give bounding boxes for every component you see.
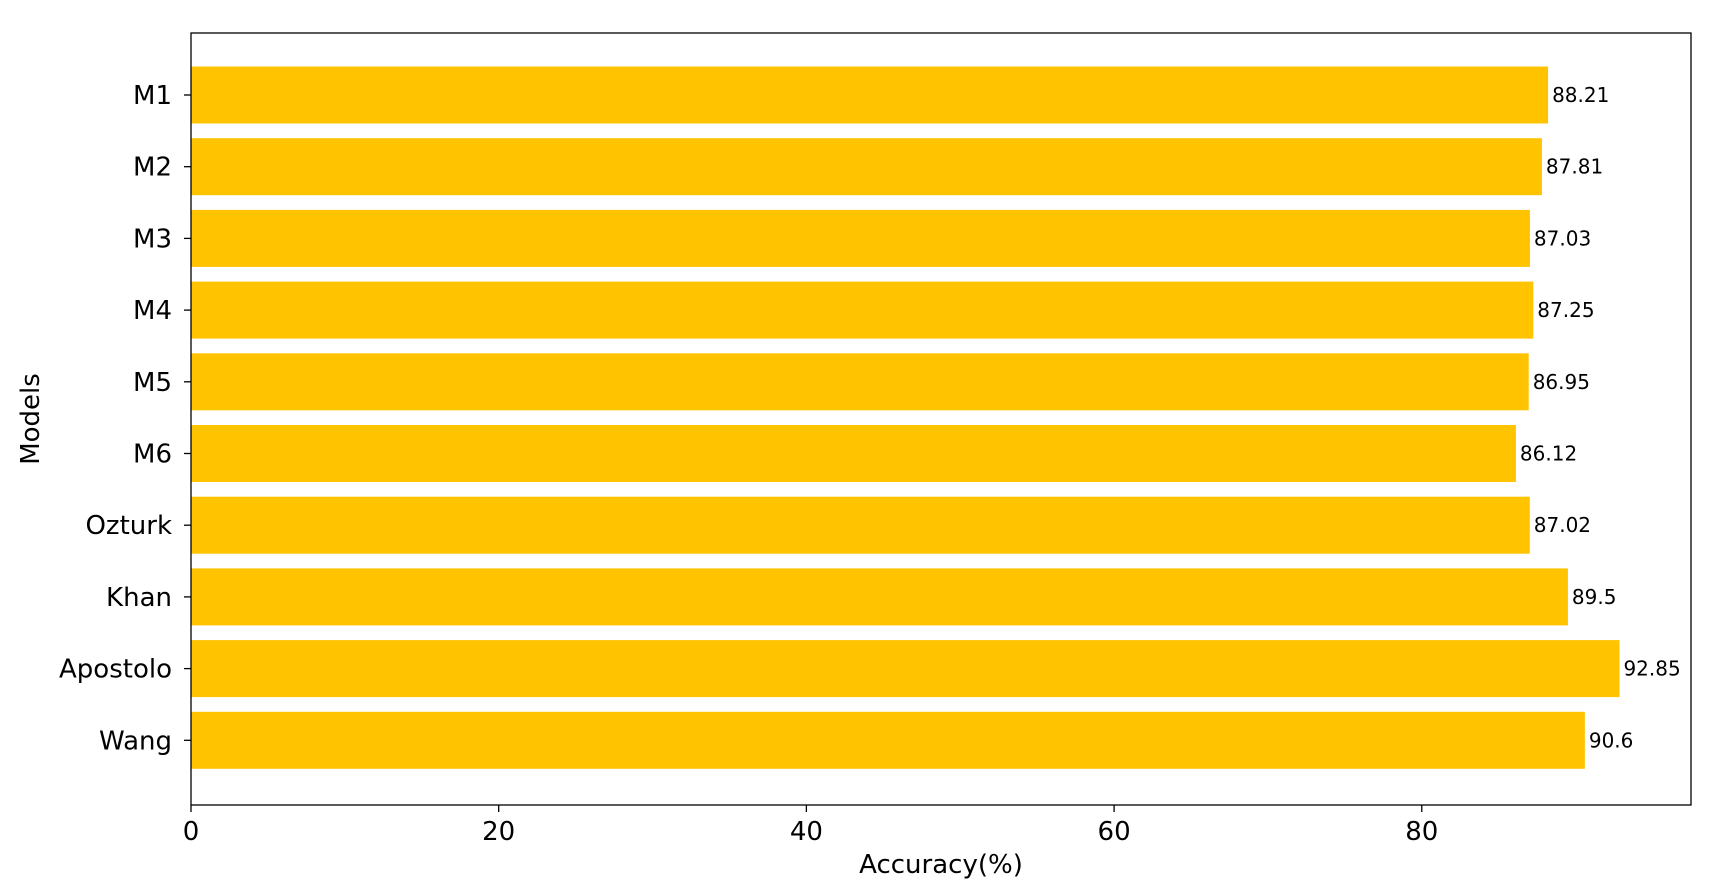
bar-m5 xyxy=(191,353,1529,411)
data-label-m6: 86.12 xyxy=(1520,442,1577,466)
bar-ozturk xyxy=(191,496,1530,554)
y-tick-label: Ozturk xyxy=(85,511,172,541)
y-tick-label: M5 xyxy=(133,368,172,398)
x-tick-label: 80 xyxy=(1405,817,1438,847)
data-label-m2: 87.81 xyxy=(1546,155,1603,179)
data-labels-layer: 88.21 87.81 87.03 87.25 86.95 86.12 87.02 89.5 9… xyxy=(1520,83,1681,752)
data-label-ozturk: 87.02 xyxy=(1534,513,1591,537)
plot-frame xyxy=(190,32,1692,806)
data-label-m3: 87.03 xyxy=(1534,226,1591,250)
bars-layer xyxy=(191,66,1620,769)
bar-wang xyxy=(191,711,1585,769)
y-tick-label: M3 xyxy=(133,224,172,254)
data-label-m5: 86.95 xyxy=(1533,370,1590,394)
data-label-khan: 89.5 xyxy=(1572,585,1617,609)
bar-apostolo xyxy=(191,640,1620,698)
x-tick-label: 60 xyxy=(1098,817,1131,847)
y-axis-ticks: M1 M2 M3 M4 M5 M6 Ozturk Khan Apostolo Wang xyxy=(59,81,191,756)
x-tick-label: 20 xyxy=(482,817,515,847)
data-label-wang: 90.6 xyxy=(1589,728,1634,752)
y-tick-label: Apostolo xyxy=(59,655,172,685)
bar-m1 xyxy=(191,66,1549,124)
y-tick-label: M1 xyxy=(133,81,172,111)
x-tick-label: 0 xyxy=(183,817,200,847)
x-axis-label: Accuracy(%) xyxy=(859,850,1023,880)
bar-khan xyxy=(191,568,1568,626)
bar-m6 xyxy=(191,425,1516,482)
bar-m4 xyxy=(191,281,1534,339)
y-tick-label: Wang xyxy=(99,726,172,756)
y-tick-label: Khan xyxy=(106,583,172,613)
y-tick-label: M2 xyxy=(133,153,172,183)
x-axis-ticks: 0 20 40 60 80 xyxy=(183,805,1438,847)
data-label-m1: 88.21 xyxy=(1552,83,1609,107)
bar-m3 xyxy=(191,209,1530,267)
x-tick-label: 40 xyxy=(790,817,823,847)
y-tick-label: M4 xyxy=(133,296,172,326)
bar-m2 xyxy=(191,138,1542,196)
data-label-apostolo: 92.85 xyxy=(1623,657,1680,681)
data-label-m4: 87.25 xyxy=(1537,298,1594,322)
y-axis-label: Models xyxy=(16,373,46,465)
y-tick-label: M6 xyxy=(133,440,172,470)
